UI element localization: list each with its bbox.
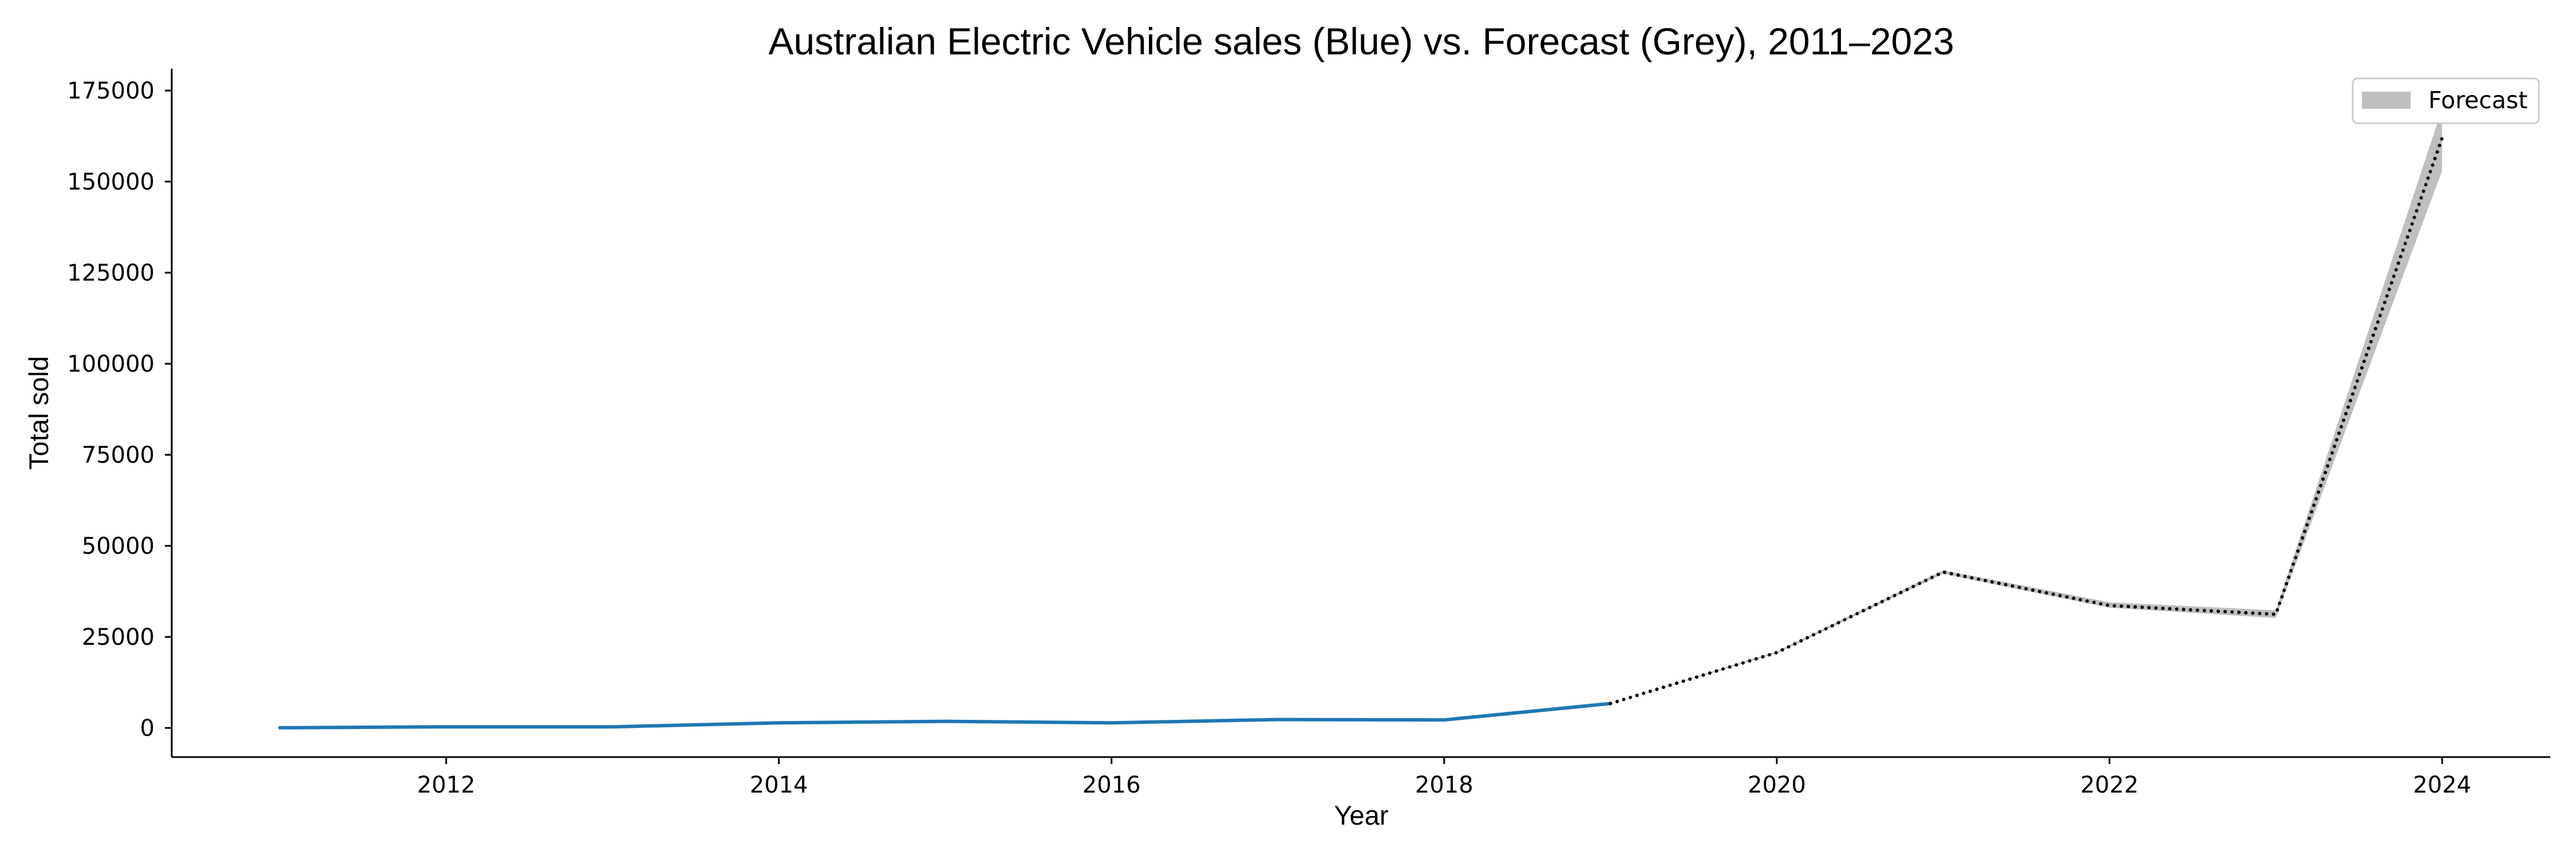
y-tick-label: 175000 — [67, 78, 155, 104]
x-tick-label: 2024 — [2413, 772, 2471, 798]
legend-swatch-forecast — [2362, 92, 2411, 109]
x-tick-label: 2020 — [1748, 772, 1806, 798]
x-tick-label: 2014 — [750, 772, 808, 798]
legend: Forecast — [2352, 77, 2540, 124]
x-axis-label: Year — [1334, 800, 1389, 830]
y-tick-label: 50000 — [82, 533, 155, 559]
y-tick-label: 100000 — [67, 351, 155, 377]
y-tick-label: 125000 — [67, 260, 155, 286]
forecast-band-layer — [1610, 108, 2443, 704]
series-layer — [278, 136, 2444, 730]
x-tick-label: 2022 — [2080, 772, 2139, 798]
y-tick-label: 75000 — [82, 442, 155, 468]
x-tick-label: 2018 — [1415, 772, 1473, 798]
y-tick-label: 0 — [140, 715, 155, 742]
y-tick-label: 25000 — [82, 624, 155, 651]
legend-label-forecast: Forecast — [2428, 86, 2528, 114]
x-tick-label: 2012 — [417, 772, 476, 798]
y-tick-label: 150000 — [67, 169, 155, 195]
legend-frame — [2352, 77, 2540, 124]
chart-title: Australian Electric Vehicle sales (Blue)… — [768, 20, 1954, 62]
forecast-confidence-band — [1610, 108, 2443, 704]
actual-sales-line — [278, 702, 1613, 730]
x-tick-label: 2016 — [1082, 772, 1141, 798]
y-axis-ticks: 0 25000 50000 75000 100000 125000 150000 175000 — [67, 78, 172, 742]
y-axis-label: Total sold — [23, 356, 54, 470]
forecast-line — [1609, 136, 2444, 706]
x-axis-ticks: 2012 2014 2016 2018 2020 2022 2024 — [417, 757, 2471, 798]
